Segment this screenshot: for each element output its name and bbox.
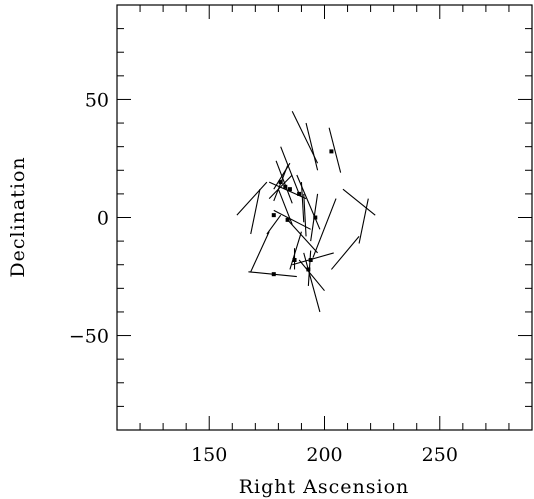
data-segment bbox=[275, 160, 293, 204]
data-point bbox=[271, 272, 276, 277]
data-segment bbox=[289, 231, 302, 270]
x-tick-label: 150 bbox=[191, 444, 227, 466]
data-segment bbox=[292, 252, 334, 266]
data-segment bbox=[296, 174, 321, 230]
y-tick-label: −50 bbox=[69, 326, 109, 348]
data-segment bbox=[358, 198, 369, 244]
data-point bbox=[297, 191, 302, 196]
data-point bbox=[271, 213, 276, 218]
data-point bbox=[283, 184, 288, 189]
plot-frame bbox=[116, 4, 533, 431]
data-point bbox=[292, 258, 297, 262]
points-layer bbox=[271, 149, 334, 277]
data-segment bbox=[300, 182, 305, 223]
ticks-layer bbox=[116, 5, 532, 430]
data-segment bbox=[250, 189, 261, 235]
data-segment bbox=[342, 188, 376, 216]
x-tick-label: 250 bbox=[422, 444, 458, 466]
y-axis-label: Declination bbox=[7, 156, 29, 277]
data-segment bbox=[236, 181, 268, 216]
data-segment bbox=[273, 209, 311, 230]
data-point bbox=[306, 267, 311, 272]
data-point bbox=[308, 258, 313, 262]
y-tick-label: 0 bbox=[97, 208, 109, 230]
data-point bbox=[278, 180, 283, 185]
data-segment bbox=[298, 259, 325, 292]
data-segment bbox=[305, 122, 319, 171]
segments-layer bbox=[236, 111, 376, 313]
data-point bbox=[329, 149, 334, 154]
data-segment bbox=[303, 252, 321, 313]
y-tick-label: 50 bbox=[85, 89, 109, 111]
data-segment bbox=[266, 214, 282, 235]
data-segment bbox=[280, 146, 300, 195]
data-segment bbox=[287, 219, 318, 254]
x-tick-label: 200 bbox=[306, 444, 342, 466]
data-point bbox=[285, 217, 290, 222]
data-point bbox=[287, 187, 292, 192]
x-axis-label: Right Ascension bbox=[239, 476, 410, 498]
data-point bbox=[313, 215, 318, 220]
data-segment bbox=[250, 231, 270, 273]
data-segment bbox=[303, 193, 307, 237]
data-segment bbox=[328, 127, 342, 173]
tick-labels-layer: 150 200 250 −50 0 50 bbox=[69, 89, 458, 466]
data-segment bbox=[312, 198, 337, 258]
data-segment bbox=[330, 236, 360, 270]
